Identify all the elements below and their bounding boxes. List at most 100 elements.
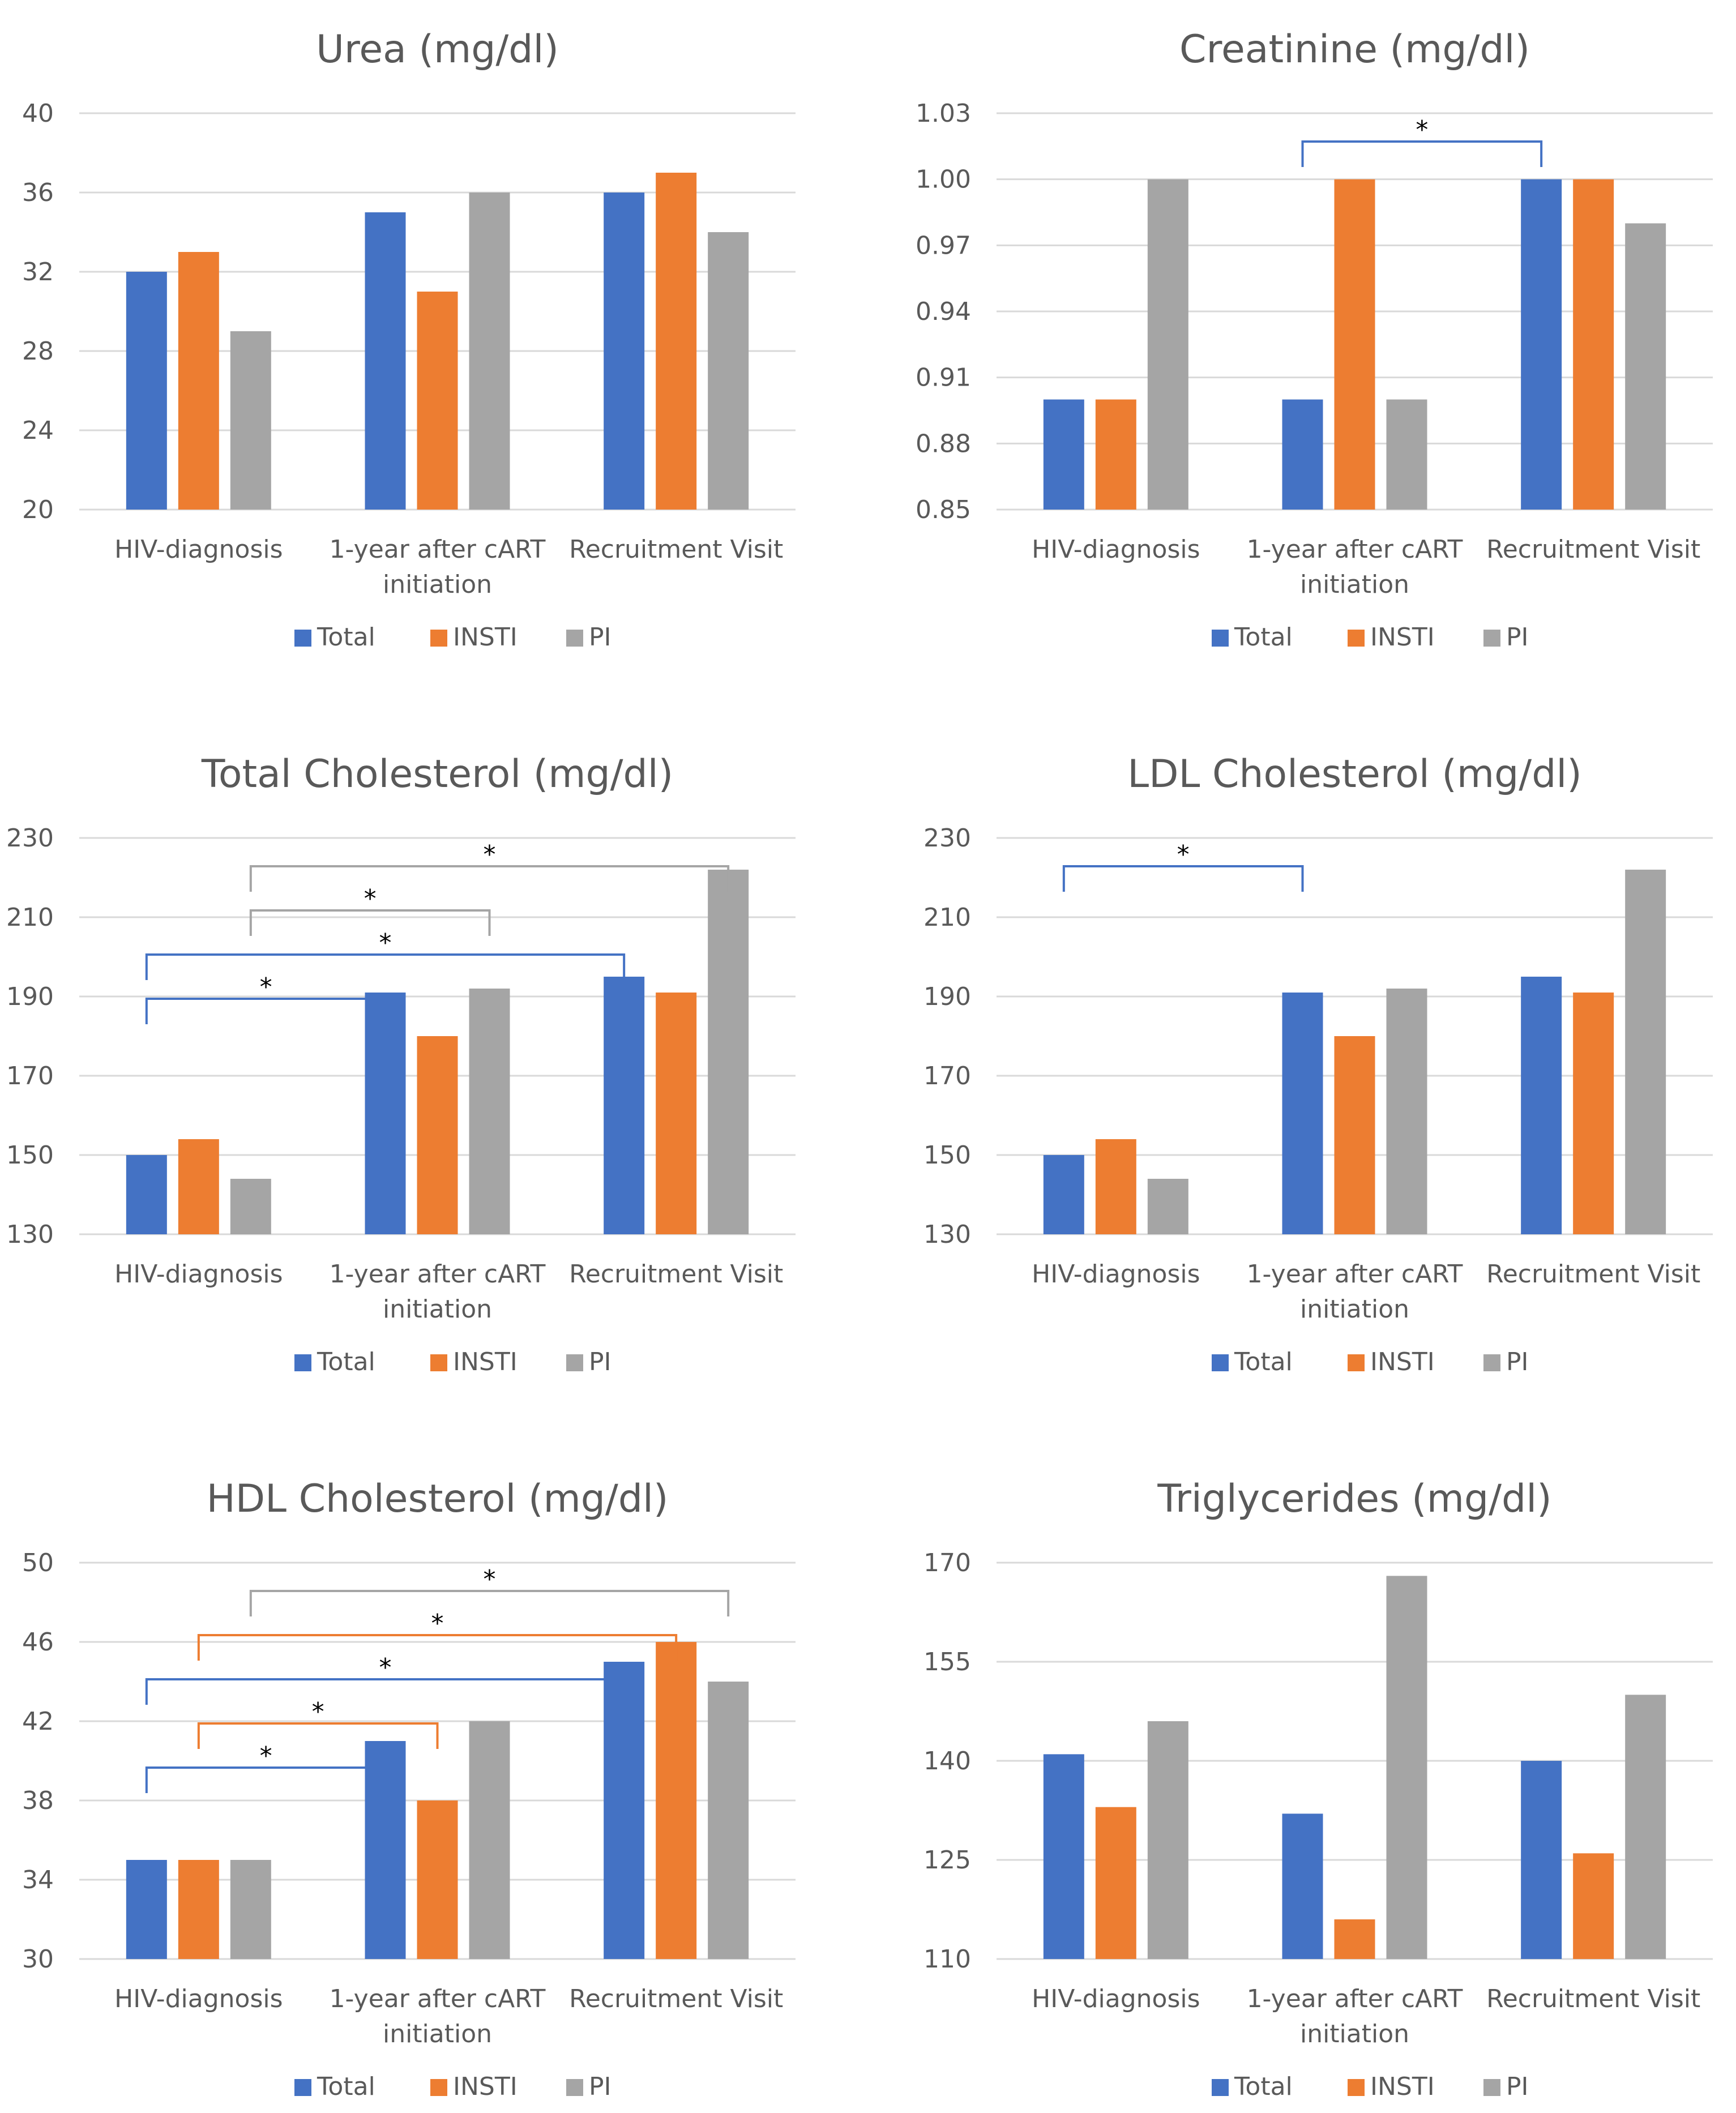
bar-total bbox=[365, 212, 406, 510]
y-tick-label: 42 bbox=[22, 1707, 54, 1736]
significance-star: * bbox=[1416, 116, 1428, 144]
y-tick-label: 0.85 bbox=[916, 495, 971, 524]
y-tick-label: 130 bbox=[923, 1220, 971, 1249]
y-tick-label: 210 bbox=[6, 903, 54, 932]
bar-total bbox=[1521, 1761, 1562, 1959]
bar-insti bbox=[1095, 1139, 1136, 1234]
bar-pi bbox=[230, 1179, 271, 1234]
bar-total bbox=[1043, 399, 1084, 510]
y-tick-label: 170 bbox=[923, 1062, 971, 1090]
significance-bracket bbox=[249, 909, 491, 936]
chart-panel: LDL Cholesterol (mg/dl) 130 150 170 190 210 23… bbox=[923, 752, 1713, 1376]
chart-title: HDL Cholesterol (mg/dl) bbox=[207, 1477, 669, 1521]
bar-insti bbox=[1573, 993, 1614, 1234]
bar-pi bbox=[469, 193, 510, 510]
legend-entry: PI bbox=[1506, 1348, 1529, 1376]
y-tick-label: 110 bbox=[923, 1945, 971, 1974]
y-tick-label: 46 bbox=[22, 1628, 54, 1657]
x-tick-label: HIV-diagnosis bbox=[1032, 535, 1200, 564]
significance-bracket bbox=[1301, 140, 1543, 167]
bar-insti bbox=[1334, 1919, 1375, 1959]
bar-insti bbox=[656, 993, 697, 1234]
bar-total bbox=[365, 993, 406, 1234]
legend-entry: Total bbox=[1234, 2072, 1293, 2101]
legend-swatch bbox=[430, 2079, 447, 2096]
significance-bracket bbox=[145, 1678, 626, 1705]
bar-insti bbox=[656, 173, 697, 510]
legend-entry: PI bbox=[589, 2072, 612, 2101]
y-tick-label: 38 bbox=[22, 1786, 54, 1815]
legend-entry: Total bbox=[1234, 1348, 1293, 1376]
bar-insti bbox=[417, 1800, 458, 1959]
legend-swatch bbox=[566, 630, 583, 647]
bar-total bbox=[604, 193, 645, 510]
bar-insti bbox=[417, 1036, 458, 1234]
legend: Total INSTI PI bbox=[1212, 1348, 1529, 1376]
significance-star: * bbox=[364, 884, 377, 913]
y-tick-label: 140 bbox=[923, 1747, 971, 1776]
legend-swatch bbox=[1212, 630, 1229, 647]
chart-panel: Triglycerides (mg/dl) 110 125 140 155 170 HIV-… bbox=[923, 1477, 1713, 2101]
bar-pi bbox=[1625, 1695, 1666, 1959]
bar-insti bbox=[1334, 179, 1375, 510]
chart-title: Triglycerides (mg/dl) bbox=[1157, 1477, 1551, 1521]
legend: Total INSTI PI bbox=[294, 1348, 612, 1376]
chart-title: Total Cholesterol (mg/dl) bbox=[201, 752, 673, 797]
bar-total bbox=[1282, 1813, 1323, 1959]
bar-total bbox=[1282, 993, 1323, 1234]
significance-star: * bbox=[379, 929, 392, 957]
legend-entry: INSTI bbox=[453, 1348, 518, 1376]
significance-star: * bbox=[431, 1609, 444, 1638]
bar-pi bbox=[1625, 870, 1666, 1234]
bar-pi bbox=[1386, 1576, 1427, 1959]
x-tick-label: HIV-diagnosis bbox=[114, 1260, 283, 1289]
chart-title: LDL Cholesterol (mg/dl) bbox=[1127, 752, 1582, 797]
significance-bracket bbox=[145, 953, 626, 980]
y-tick-label: 0.94 bbox=[916, 297, 971, 326]
bar-total bbox=[1521, 179, 1562, 510]
x-tick-label: Recruitment Visit bbox=[569, 535, 783, 564]
x-tick-label: Recruitment Visit bbox=[1486, 535, 1700, 564]
chart-panel: Total Cholesterol (mg/dl) 130 150 170 190 210… bbox=[6, 752, 796, 1376]
y-tick-label: 30 bbox=[22, 1945, 54, 1974]
y-tick-label: 230 bbox=[6, 824, 54, 853]
y-tick-label: 1.03 bbox=[916, 99, 971, 128]
legend-swatch bbox=[566, 2079, 583, 2096]
x-tick-label: Recruitment Visit bbox=[1486, 1260, 1700, 1289]
significance-star: * bbox=[312, 1697, 324, 1726]
bar-insti bbox=[1573, 179, 1614, 510]
significance-bracket bbox=[145, 1766, 387, 1793]
significance-star: * bbox=[379, 1653, 392, 1682]
legend: Total INSTI PI bbox=[1212, 623, 1529, 652]
legend-entry: Total bbox=[317, 623, 375, 652]
bar-insti bbox=[178, 252, 219, 510]
legend-entry: INSTI bbox=[453, 2072, 518, 2101]
legend-entry: INSTI bbox=[1370, 623, 1435, 652]
y-tick-label: 32 bbox=[22, 258, 54, 286]
legend-entry: PI bbox=[589, 1348, 612, 1376]
bar-pi bbox=[1386, 399, 1427, 510]
legend: Total INSTI PI bbox=[294, 2072, 612, 2101]
y-tick-label: 0.91 bbox=[916, 363, 971, 392]
legend-entry: PI bbox=[1506, 2072, 1529, 2101]
bar-pi bbox=[230, 331, 271, 510]
significance-star: * bbox=[260, 1742, 272, 1770]
bar-pi bbox=[230, 1860, 271, 1959]
bar-total bbox=[1521, 977, 1562, 1234]
y-tick-label: 34 bbox=[22, 1866, 54, 1894]
x-tick-label: 1-year after cART initiation bbox=[330, 1984, 546, 2048]
bar-total bbox=[1043, 1155, 1084, 1234]
y-tick-label: 190 bbox=[923, 982, 971, 1011]
bar-insti bbox=[1095, 399, 1136, 510]
y-tick-label: 28 bbox=[22, 337, 54, 366]
bar-insti bbox=[1095, 1807, 1136, 1959]
legend: Total INSTI PI bbox=[294, 623, 612, 652]
chart-title: Urea (mg/dl) bbox=[316, 27, 559, 72]
bar-pi bbox=[1625, 223, 1666, 510]
x-tick-label: Recruitment Visit bbox=[1486, 1984, 1700, 2013]
legend-swatch bbox=[430, 630, 447, 647]
bar-insti bbox=[178, 1139, 219, 1234]
bar-pi bbox=[708, 232, 749, 510]
legend-entry: INSTI bbox=[1370, 2072, 1435, 2101]
bar-total bbox=[126, 1860, 167, 1959]
